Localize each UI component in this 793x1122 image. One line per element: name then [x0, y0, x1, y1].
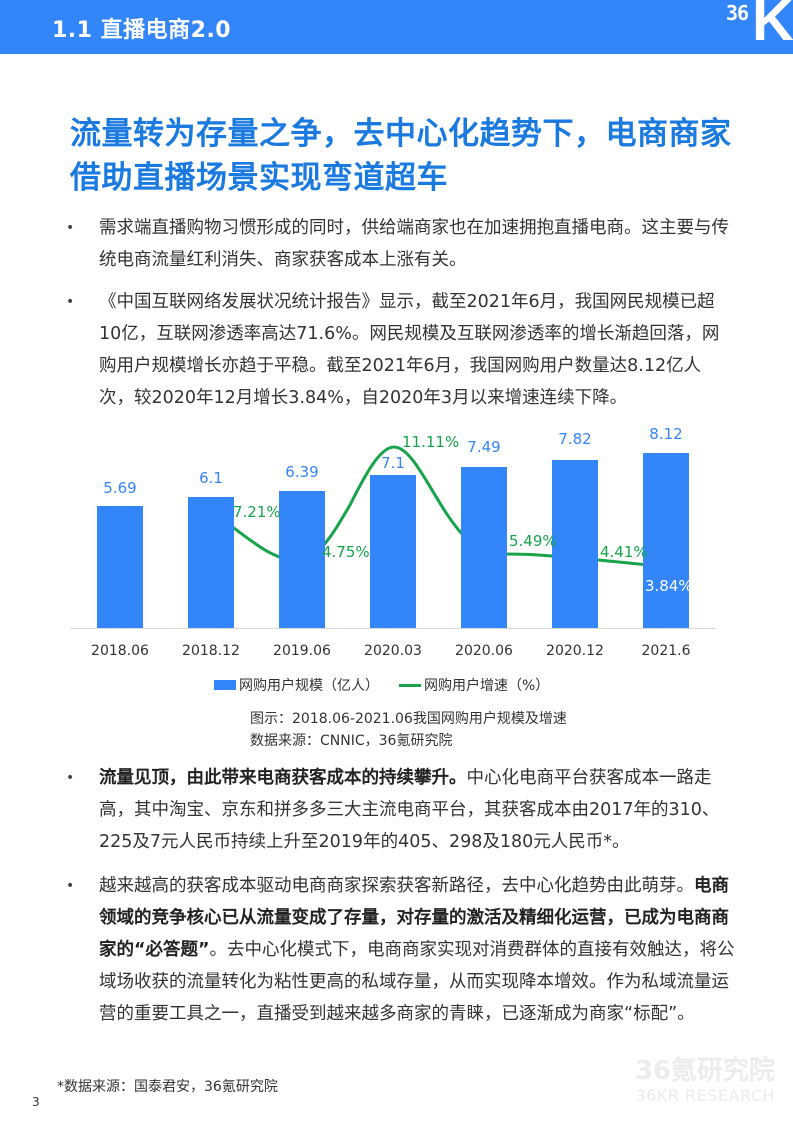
legend-bar-swatch — [214, 680, 236, 690]
36kr-logo: 36 Kr — [726, 0, 793, 54]
x-label: 2020.03 — [364, 643, 422, 659]
bullet-4-bold: 电商领域的竞争核心已从流量变成了存量，对存量的激活及精细化运营，已成为电商商家的… — [99, 876, 729, 960]
bar-2019-06 — [279, 491, 325, 628]
bullet-1: 需求端直播购物习惯形成的同时，供给端商家也在加速拥抱直播电商。这主要与传统电商流… — [66, 212, 736, 276]
bar-label: 6.39 — [285, 463, 319, 481]
pct-label: 4.75% — [322, 543, 370, 561]
bar-2020-03 — [370, 475, 416, 628]
bar-label: 8.12 — [649, 425, 683, 443]
bar-2021-6 — [643, 453, 689, 628]
x-label: 2018.06 — [91, 643, 149, 659]
legend-line-label: 网购用户增速（%） — [424, 678, 550, 694]
bar-label: 7.1 — [381, 454, 405, 472]
watermark: 36氪研究院 36KR RESEARCH — [625, 1056, 775, 1106]
bullet-4: 越来越高的获客成本驱动电商商家探索获客新路径，去中心化趋势由此萌芽。电商领域的竞… — [66, 870, 736, 1030]
page-title: 流量转为存量之争，去中心化趋势下，电商商家借助直播场景实现弯道超车 — [70, 116, 732, 196]
bullet-2: 《中国互联网络发展状况统计报告》显示，截至2021年6月，我国网民规模已超10亿… — [66, 286, 736, 414]
watermark-cn: 36氪研究院 — [634, 1056, 775, 1086]
bar-label: 5.69 — [103, 479, 137, 497]
caption-source: 数据来源：CNNIC，36氪研究院 — [250, 733, 453, 749]
pct-label: 7.21% — [233, 503, 281, 521]
watermark-en: 36KR RESEARCH — [635, 1086, 775, 1105]
legend-bar-label: 网购用户规模（亿人） — [239, 678, 379, 694]
bar-label: 7.82 — [558, 430, 592, 448]
bar-label: 6.1 — [199, 469, 223, 487]
pct-label: 4.41% — [600, 543, 648, 561]
bullet-3-bold: 流量见顶，由此带来电商获客成本的持续攀升。 — [99, 768, 467, 788]
logo-36: 36 — [726, 1, 749, 25]
caption-title: 图示：2018.06-2021.06我国网购用户规模及增速 — [250, 711, 567, 727]
x-label: 2020.12 — [546, 643, 604, 659]
bar-2018-06 — [97, 506, 143, 628]
pct-label: 5.49% — [509, 532, 557, 550]
user-scale-chart: 5.69 6.1 6.39 7.1 7.49 7.82 8.12 7.21% 4… — [70, 425, 730, 645]
x-axis-labels: 2018.06 2018.12 2019.06 2020.03 2020.06 … — [70, 643, 730, 663]
chart-legend: 网购用户规模（亿人） 网购用户增速（%） — [214, 675, 549, 695]
logo-kr: Kr — [752, 0, 793, 53]
legend-line-swatch — [399, 683, 421, 687]
bullet-1-text: 需求端直播购物习惯形成的同时，供给端商家也在加速拥抱直播电商。这主要与传统电商流… — [99, 218, 729, 270]
chart-caption: 图示：2018.06-2021.06我国网购用户规模及增速 数据来源：CNNIC… — [250, 708, 567, 752]
bullet-2-text: 《中国互联网络发展状况统计报告》显示，截至2021年6月，我国网民规模已超10亿… — [99, 292, 720, 408]
x-label: 2019.06 — [273, 643, 331, 659]
bar-2020-06 — [461, 467, 507, 628]
bullet-3: 流量见顶，由此带来电商获客成本的持续攀升。中心化电商平台获客成本一路走高，其中淘… — [66, 762, 736, 858]
bullet-3-text: 中心化电商平台获客成本一路走高，其中淘宝、京东和拼多多三大主流电商平台，其获客成… — [99, 768, 720, 852]
bar-label: 7.49 — [467, 438, 501, 456]
x-label: 2021.6 — [641, 643, 691, 659]
pct-label: 11.11% — [402, 433, 460, 451]
bar-2018-12 — [188, 497, 234, 628]
x-label: 2020.06 — [455, 643, 513, 659]
x-label: 2018.12 — [182, 643, 240, 659]
bar-2020-12 — [552, 460, 598, 628]
bullet-4-text: 。去中心化模式下，电商商家实现对消费群体的直接有效触达，将公域场收获的流量转化为… — [99, 940, 735, 1024]
x-axis-line — [70, 628, 716, 629]
pct-label: 3.84% — [645, 577, 693, 595]
bullet-4-pre: 越来越高的获客成本驱动电商商家探索获客新路径，去中心化趋势由此萌芽。 — [99, 876, 694, 896]
section-title: 1.1 直播电商2.0 — [52, 18, 232, 43]
page-number: 3 — [32, 1095, 40, 1109]
footnote: *数据来源：国泰君安，36氪研究院 — [57, 1079, 278, 1095]
header-bar: 1.1 直播电商2.0 36 Kr — [0, 0, 793, 54]
